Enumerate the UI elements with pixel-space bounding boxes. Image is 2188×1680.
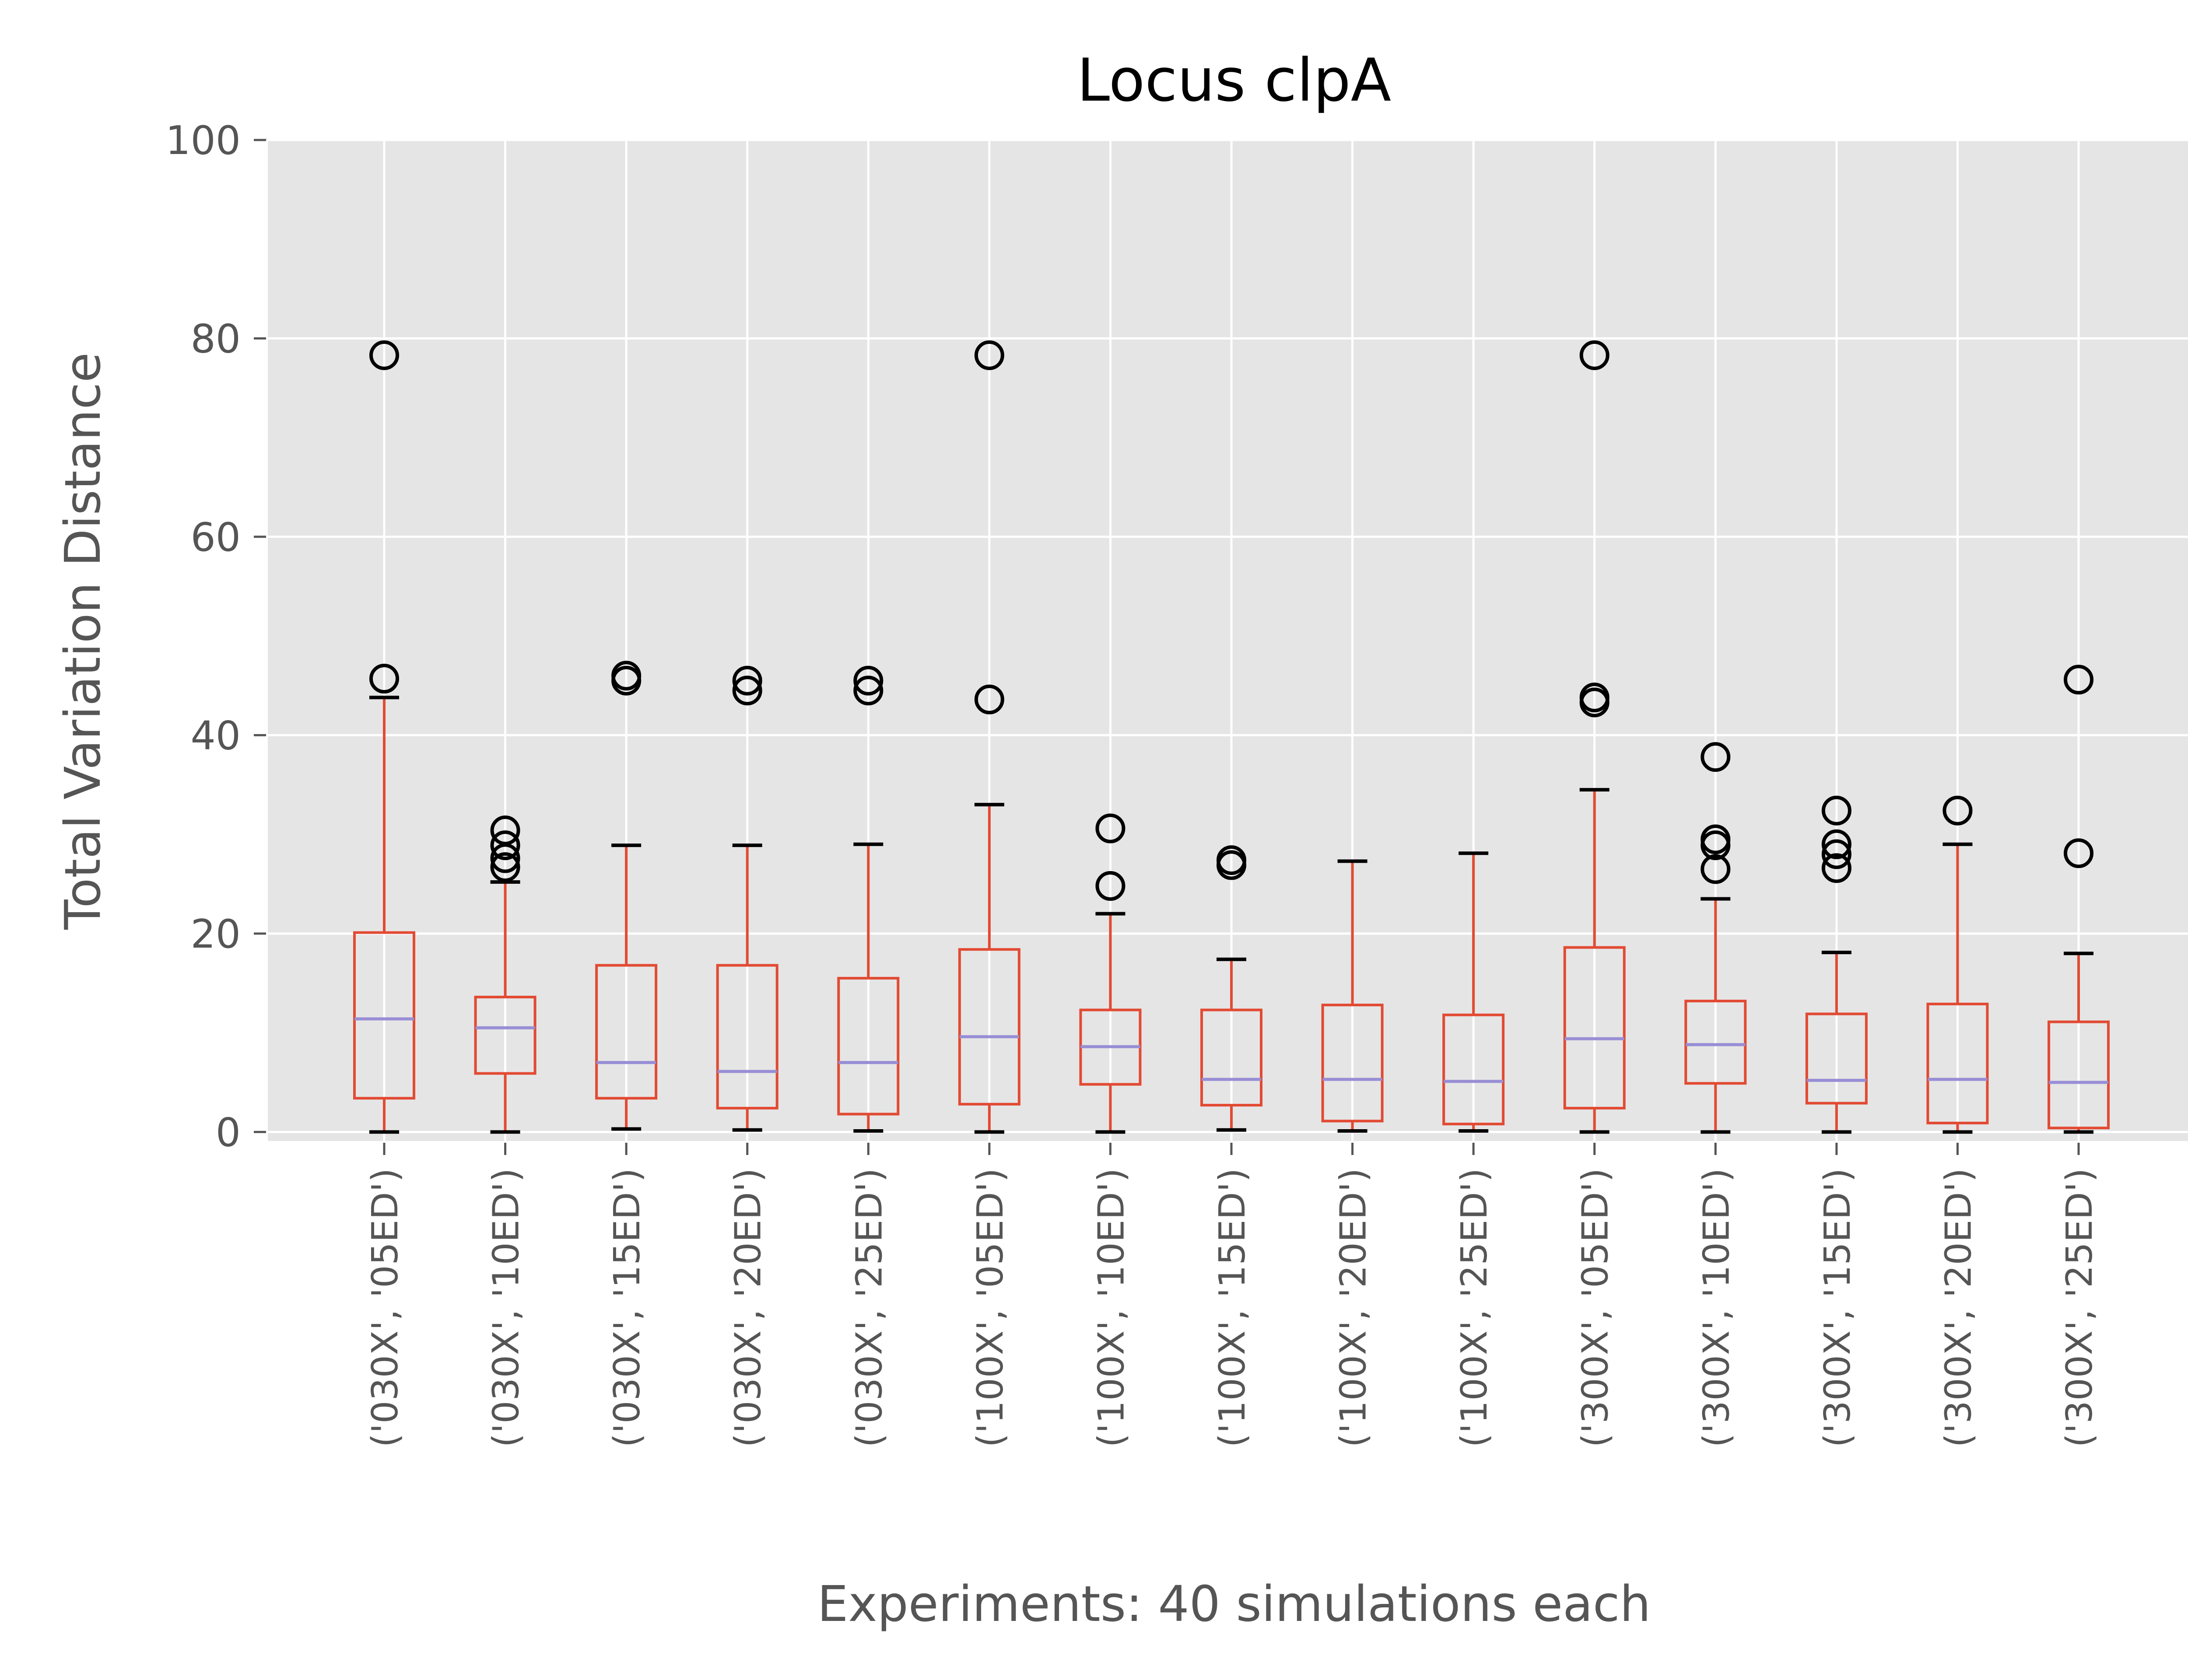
x-tick-label: ('030X', '15ED') xyxy=(607,1168,648,1447)
outlier-point xyxy=(1579,340,1609,371)
box-iqr xyxy=(716,964,778,1110)
outlier-point xyxy=(611,661,642,691)
y-axis-label: Total Variation Distance xyxy=(55,352,112,930)
box-item xyxy=(1926,795,1989,1134)
outlier-point xyxy=(490,852,520,882)
x-tick-label: ('300X', '15ED') xyxy=(1817,1168,1858,1447)
box-iqr xyxy=(595,964,658,1100)
y-tick-label: 100 xyxy=(165,118,241,164)
x-tick-label: ('300X', '10ED') xyxy=(1696,1168,1737,1447)
outlier-point xyxy=(1701,742,1731,772)
outlier-point xyxy=(1095,871,1126,901)
y-tick-label: 40 xyxy=(190,713,241,759)
box-iqr xyxy=(2048,1020,2110,1130)
x-tick-label: ('100X', '25ED') xyxy=(1454,1168,1495,1447)
box-item xyxy=(2048,665,2110,1134)
x-tick-label: ('100X', '15ED') xyxy=(1212,1168,1253,1447)
outlier-point xyxy=(369,340,399,371)
x-tick-label: ('030X', '25ED') xyxy=(849,1168,890,1447)
box-iqr xyxy=(958,948,1020,1106)
box-item xyxy=(1079,813,1142,1134)
plot-border xyxy=(266,139,2188,1143)
x-axis-label: Experiments: 40 simulations each xyxy=(817,1576,1651,1633)
box-item xyxy=(595,661,658,1131)
outlier-point xyxy=(974,340,1004,371)
box-item xyxy=(958,340,1020,1134)
box-iqr xyxy=(1200,1008,1262,1107)
outlier-point xyxy=(732,676,762,706)
outlier-point xyxy=(2064,665,2093,695)
x-tick-label: ('300X', '20ED') xyxy=(1938,1168,1979,1447)
outlier-point xyxy=(1821,853,1851,883)
outlier-point xyxy=(732,665,762,696)
x-tick-label: ('100X', '05ED') xyxy=(970,1168,1011,1447)
y-axis: 0 20 40 60 80 100 xyxy=(165,118,267,1155)
x-tick-label: ('300X', '05ED') xyxy=(1575,1168,1616,1447)
outlier-point xyxy=(2064,838,2093,868)
outlier-point xyxy=(1821,795,1851,826)
outlier-point xyxy=(1821,829,1851,859)
box-item xyxy=(837,665,900,1133)
box-item xyxy=(1684,742,1747,1134)
box-iqr xyxy=(1805,1012,1868,1105)
box-item xyxy=(1321,859,1384,1133)
box-item xyxy=(1805,795,1868,1134)
outlier-point xyxy=(1701,824,1731,854)
outlier-point xyxy=(1579,682,1609,713)
outlier-point xyxy=(1217,845,1246,875)
box-iqr xyxy=(837,976,900,1116)
outlier-point xyxy=(369,664,399,694)
x-tick-label: ('030X', '05ED') xyxy=(365,1168,406,1447)
box-iqr xyxy=(474,995,536,1075)
outlier-point xyxy=(1821,839,1851,869)
outlier-point xyxy=(490,830,520,861)
x-tick-label: ('300X', '25ED') xyxy=(2059,1168,2100,1447)
outlier-point xyxy=(853,676,884,706)
box-item xyxy=(353,340,415,1134)
box-item xyxy=(716,665,778,1132)
outlier-point xyxy=(853,665,884,696)
y-tick-label: 0 xyxy=(216,1110,241,1155)
outlier-point xyxy=(1095,813,1126,844)
box-item xyxy=(1200,845,1262,1132)
box-iqr xyxy=(1684,1000,1747,1085)
y-tick-label: 80 xyxy=(190,316,241,362)
outlier-point xyxy=(1701,854,1731,884)
box-iqr xyxy=(353,931,415,1100)
box-iqr xyxy=(1442,1013,1505,1126)
box-item xyxy=(474,816,536,1134)
box-item xyxy=(1563,340,1626,1134)
plot-area xyxy=(267,140,2188,1142)
box-iqr xyxy=(1563,946,1626,1110)
x-axis: ('030X', '05ED') ('030X', '10ED') ('030X',… xyxy=(266,139,2188,1447)
x-tick-label: ('030X', '10ED') xyxy=(486,1168,527,1447)
box-item xyxy=(1442,851,1505,1133)
outlier-point xyxy=(1943,795,1973,826)
y-tick-label: 20 xyxy=(190,911,241,957)
x-tick-label: ('100X', '10ED') xyxy=(1090,1168,1132,1447)
x-tick-label: ('100X', '20ED') xyxy=(1333,1168,1375,1447)
outlier-point xyxy=(974,684,1004,714)
box-iqr xyxy=(1321,1004,1384,1123)
box-series xyxy=(353,340,2110,1134)
chart-title: Locus clpA xyxy=(1077,46,1391,115)
y-tick-label: 60 xyxy=(190,514,241,560)
outlier-point xyxy=(490,816,520,846)
box-iqr xyxy=(1926,1002,1989,1124)
x-tick-label: ('030X', '20ED') xyxy=(728,1168,769,1447)
